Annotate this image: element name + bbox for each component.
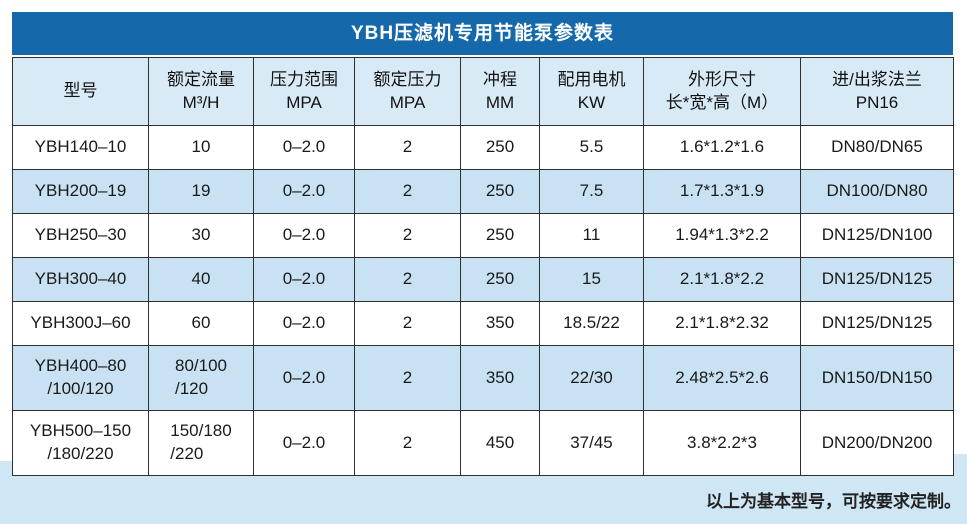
header-dimensions: 外形尺寸 长*宽*高（M）: [643, 57, 801, 126]
cell-motor: 37/45: [539, 410, 644, 476]
cell-rated-pressure: 2: [354, 345, 461, 411]
cell-stroke: 250: [460, 125, 540, 170]
cell-pressure-range: 0–2.0: [253, 410, 355, 476]
cell-stroke: 250: [460, 257, 540, 302]
cell-model: YBH300–40: [12, 257, 149, 302]
cell-rated-pressure: 2: [354, 125, 461, 170]
footnote-text: 以上为基本型号，可按要求定制。: [706, 492, 961, 511]
cell-flange: DN200/DN200: [800, 410, 954, 476]
header-flange: 进/出浆法兰 PN16: [800, 57, 954, 126]
cell-flange: DN125/DN100: [800, 213, 954, 258]
cell-motor: 18.5/22: [539, 301, 644, 346]
cell-motor: 7.5: [539, 169, 644, 214]
cell-stroke: 250: [460, 169, 540, 214]
cell-pressure-range: 0–2.0: [253, 169, 355, 214]
cell-dimensions: 1.6*1.2*1.6: [643, 125, 801, 170]
cell-model: YBH500–150 /180/220: [12, 410, 149, 476]
cell-rated-pressure: 2: [354, 301, 461, 346]
cell-motor: 5.5: [539, 125, 644, 170]
header-rated-pressure: 额定压力 MPA: [354, 57, 461, 126]
cell-model: YBH400–80 /100/120: [12, 345, 149, 411]
cell-flow: 80/100 /120: [148, 345, 254, 411]
cell-flange: DN125/DN125: [800, 257, 954, 302]
header-pressure-range: 压力范围 MPA: [253, 57, 355, 126]
cell-model: YBH250–30: [12, 213, 149, 258]
cell-rated-pressure: 2: [354, 213, 461, 258]
table-row: YBH300J–60 60 0–2.0 2 350 18.5/22 2.1*1.…: [12, 301, 954, 346]
cell-model: YBH300J–60: [12, 301, 149, 346]
cell-flow: 30: [148, 213, 254, 258]
cell-rated-pressure: 2: [354, 257, 461, 302]
header-model: 型号: [12, 57, 149, 126]
cell-flow: 10: [148, 125, 254, 170]
cell-dimensions: 1.94*1.3*2.2: [643, 213, 801, 258]
header-stroke: 冲程 MM: [460, 57, 540, 126]
table-row: YBH300–40 40 0–2.0 2 250 15 2.1*1.8*2.2 …: [12, 257, 954, 302]
cell-flange: DN100/DN80: [800, 169, 954, 214]
cell-model: YBH140–10: [12, 125, 149, 170]
cell-flange: DN80/DN65: [800, 125, 954, 170]
cell-pressure-range: 0–2.0: [253, 213, 355, 258]
cell-motor: 15: [539, 257, 644, 302]
cell-flow: 19: [148, 169, 254, 214]
cell-dimensions: 2.48*2.5*2.6: [643, 345, 801, 411]
cell-pressure-range: 0–2.0: [253, 125, 355, 170]
cell-pressure-range: 0–2.0: [253, 257, 355, 302]
cell-dimensions: 3.8*2.2*3: [643, 410, 801, 476]
pump-parameter-table: 型号 额定流量 M³/H 压力范围 MPA 额定压力 MPA 冲程 MM 配用电机 KW …: [12, 57, 954, 476]
cell-rated-pressure: 2: [354, 410, 461, 476]
cell-motor: 22/30: [539, 345, 644, 411]
header-rated-flow: 额定流量 M³/H: [148, 57, 254, 126]
cell-flow: 60: [148, 301, 254, 346]
cell-model: YBH200–19: [12, 169, 149, 214]
cell-rated-pressure: 2: [354, 169, 461, 214]
cell-pressure-range: 0–2.0: [253, 301, 355, 346]
cell-flange: DN150/DN150: [800, 345, 954, 411]
cell-motor: 11: [539, 213, 644, 258]
table-row: YBH250–30 30 0–2.0 2 250 11 1.94*1.3*2.2…: [12, 213, 954, 258]
cell-pressure-range: 0–2.0: [253, 345, 355, 411]
cell-stroke: 450: [460, 410, 540, 476]
cell-dimensions: 2.1*1.8*2.32: [643, 301, 801, 346]
cell-dimensions: 2.1*1.8*2.2: [643, 257, 801, 302]
table-title: YBH压滤机专用节能泵参数表: [12, 12, 953, 55]
cell-flow: 150/180 /220: [148, 410, 254, 476]
cell-flow: 40: [148, 257, 254, 302]
header-motor: 配用电机 KW: [539, 57, 644, 126]
cell-stroke: 350: [460, 345, 540, 411]
cell-stroke: 350: [460, 301, 540, 346]
table-row: YBH140–10 10 0–2.0 2 250 5.5 1.6*1.2*1.6…: [12, 125, 954, 170]
header-row: 型号 额定流量 M³/H 压力范围 MPA 额定压力 MPA 冲程 MM 配用电机 KW …: [12, 57, 954, 126]
cell-flange: DN125/DN125: [800, 301, 954, 346]
table-row: YBH400–80 /100/120 80/100 /120 0–2.0 2 3…: [12, 345, 954, 411]
cell-stroke: 250: [460, 213, 540, 258]
table-row: YBH200–19 19 0–2.0 2 250 7.5 1.7*1.3*1.9…: [12, 169, 954, 214]
cell-dimensions: 1.7*1.3*1.9: [643, 169, 801, 214]
table-row: YBH500–150 /180/220 150/180 /220 0–2.0 2…: [12, 410, 954, 476]
